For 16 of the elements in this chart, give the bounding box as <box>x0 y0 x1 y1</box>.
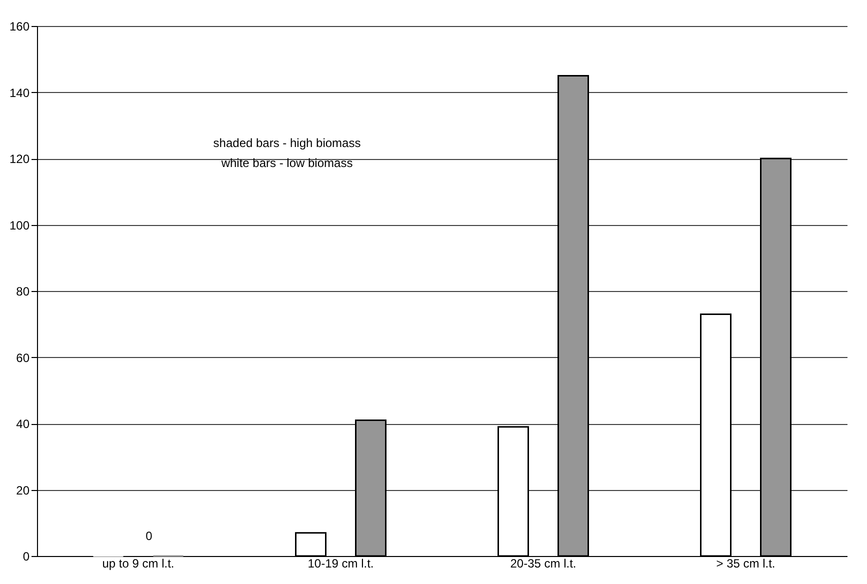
x-tick-label: up to 9 cm l.t. <box>102 556 174 570</box>
y-tick-label: 140 <box>9 86 30 100</box>
y-tick-label: 120 <box>9 152 30 166</box>
y-tick-label: 0 <box>22 550 30 564</box>
x-tick-label: > 35 cm l.t. <box>716 556 776 570</box>
y-tick-label: 80 <box>16 284 30 298</box>
annotation: white bars - low biomass <box>220 156 353 170</box>
y-tick-label: 60 <box>16 350 30 365</box>
y-tick-label: 100 <box>9 218 30 232</box>
y-tick-label: 20 <box>16 483 30 498</box>
y-tick-label: 160 <box>9 20 30 34</box>
x-tick-label: 20-35 cm l.t. <box>510 556 576 570</box>
x-tick-label: 10-19 cm l.t. <box>308 556 374 570</box>
annotation: shaded bars - high biomass <box>213 136 361 150</box>
y-tick-label: 40 <box>16 417 30 431</box>
annotation: 0 <box>146 529 153 543</box>
